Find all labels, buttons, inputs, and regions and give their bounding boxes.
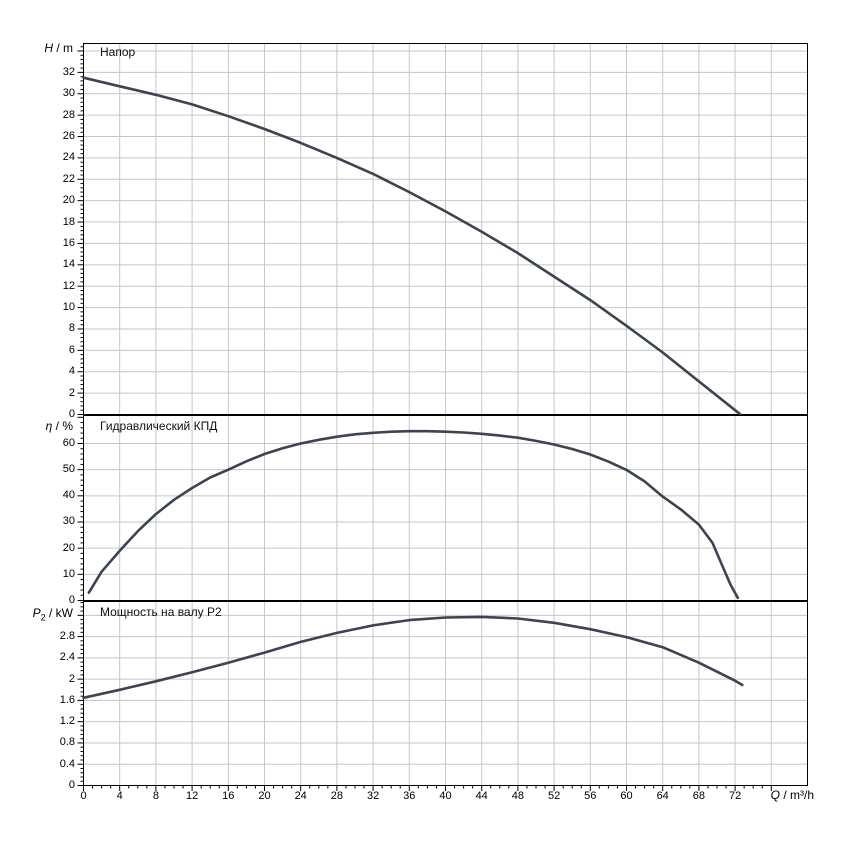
panel-frame-head bbox=[83, 43, 808, 415]
panel-title-head: Напор bbox=[100, 45, 136, 59]
y-axis-label-power: P2 / kW bbox=[33, 607, 73, 624]
head-curve bbox=[82, 76, 742, 416]
panel-frame-efficiency bbox=[83, 415, 808, 601]
y-axis-variable-head: H bbox=[44, 41, 53, 55]
x-axis-label: Q / m³/h bbox=[771, 789, 814, 802]
y-axis-unit-head: / m bbox=[53, 41, 73, 55]
panel-title-efficiency: Гидравлический КПД bbox=[100, 419, 218, 433]
efficiency-curve bbox=[87, 429, 740, 600]
x-axis-unit: / m³/h bbox=[779, 788, 814, 802]
y-axis-label-head: H / m bbox=[44, 42, 73, 59]
y-axis-variable-power: P bbox=[32, 606, 41, 620]
x-axis-variable: Q bbox=[770, 788, 780, 802]
y-axis-unit-efficiency: / % bbox=[52, 419, 73, 433]
y-axis-variable-efficiency: η bbox=[45, 419, 53, 433]
y-axis-unit-power: / kW bbox=[45, 606, 73, 620]
y-axis-label-efficiency: η / % bbox=[46, 420, 73, 437]
power-curve bbox=[82, 615, 744, 700]
y-axis-subscript-power: 2 bbox=[40, 612, 46, 623]
panel-title-power: Мощность на валу P2 bbox=[100, 605, 222, 619]
